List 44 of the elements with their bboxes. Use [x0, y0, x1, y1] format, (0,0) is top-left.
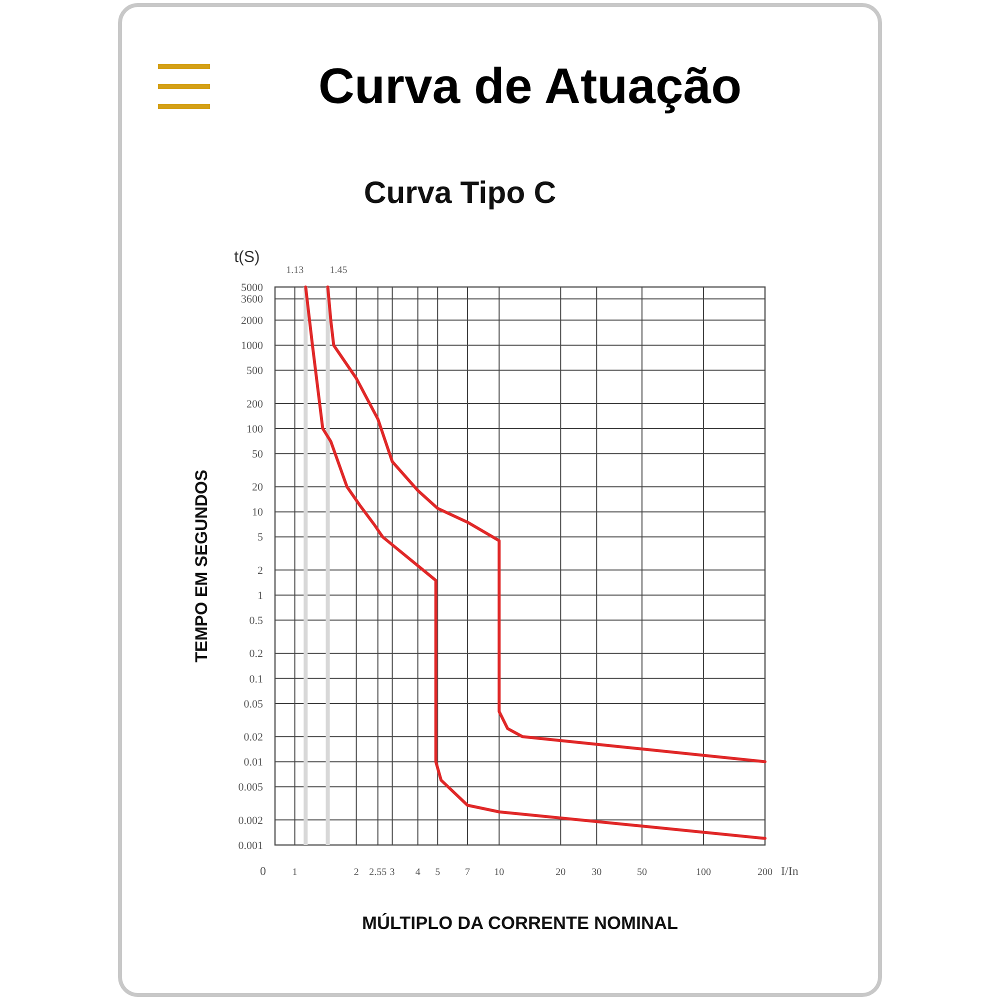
x-tick-label: 30 [592, 867, 602, 878]
y-tick-label: 500 [246, 365, 264, 378]
text: 0 [260, 864, 266, 878]
y-tick-label: 2000 [241, 314, 264, 327]
y-tick-label: 10 [252, 506, 264, 519]
ref-line-label: 1.45 [330, 265, 348, 276]
y-tick-label: 100 [246, 423, 264, 436]
text: I/In [781, 864, 798, 878]
x-tick-label: 2 [354, 867, 359, 878]
x-tick-label: 50 [636, 867, 647, 878]
y-tick-label: 0.001 [238, 840, 263, 852]
chart-title: Curva de Atuação [318, 58, 742, 114]
x-tick-label: 5 [435, 867, 440, 878]
x-tick-label: 1 [292, 867, 298, 878]
x-tick-label: 7 [464, 867, 470, 878]
y-tick-label: 0.2 [249, 648, 263, 660]
y-tick-label: 3600 [241, 294, 264, 306]
y-tick-label: 2 [258, 564, 263, 577]
y-tick-label: 0.02 [244, 731, 263, 744]
y-tick-label: 0.002 [238, 814, 263, 827]
y-tick-label: 200 [246, 398, 264, 410]
x-tick-label: 4 [415, 867, 420, 878]
y-tick-label: 1000 [241, 340, 264, 352]
y-tick-label: 0.01 [244, 756, 263, 769]
y-tick-label: 50 [252, 448, 264, 460]
y-tick-label: 0.005 [238, 782, 264, 794]
y-tick-label: 0.1 [249, 673, 263, 686]
y-axis-title: TEMPO EM SEGUNDOS [192, 470, 211, 662]
x-tick-label: 20 [556, 867, 566, 878]
x-axis-title: MÚLTIPLO DA CORRENTE NOMINAL [362, 913, 678, 933]
ref-line-label: 1.13 [286, 265, 304, 276]
y-tick-label: 5000 [241, 282, 264, 294]
y-tick-label: 5 [258, 532, 264, 544]
text: t(S) [234, 249, 260, 266]
x-tick-label: 200 [758, 867, 772, 878]
x-tick-label: 2.55 [369, 867, 387, 878]
x-tick-label: 100 [696, 867, 711, 878]
chart-subtitle: Curva Tipo C [364, 175, 556, 210]
x-tick-label: 10 [494, 867, 504, 878]
x-tick-label: 3 [390, 867, 395, 878]
y-tick-label: 1 [258, 590, 263, 602]
y-tick-label: 20 [252, 482, 264, 494]
y-tick-label: 0.5 [249, 615, 264, 628]
y-tick-label: 0.05 [244, 698, 264, 710]
